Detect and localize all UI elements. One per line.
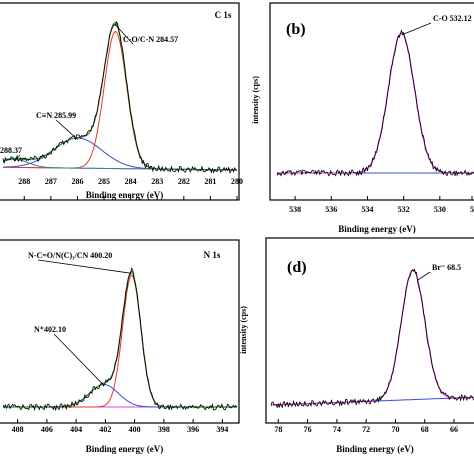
x-tick-label: 400 — [129, 425, 141, 434]
panel-c-n1s: 408 406 404 402 400 398 396 394 Binding energy (… — [2, 250, 238, 454]
x-tick-label: 282 — [178, 177, 190, 186]
x-tick-label: 408 — [12, 425, 24, 434]
component-peak-1 — [3, 137, 237, 171]
x-tick-label: 285 — [98, 177, 110, 186]
annotation-arrow — [53, 333, 105, 386]
x-tick-label: 536 — [325, 205, 337, 214]
x-tick-label: 5 — [470, 205, 474, 214]
panel-b-o1s: 538 536 534 532 530 5 Binding energy (eV) inten… — [251, 14, 474, 234]
peak-annotation: N⁺402.10 — [34, 325, 66, 334]
x-axis-label: Binding energy (eV) — [86, 190, 164, 200]
x-tick-label: 538 — [289, 205, 301, 214]
x-tick-label: 281 — [204, 177, 216, 186]
component-peak-0 — [3, 31, 237, 171]
x-tick-label: 283 — [151, 177, 163, 186]
x-tick-label: 68 — [421, 425, 429, 434]
x-tick-label: 287 — [45, 177, 57, 186]
x-tick-label: 406 — [41, 425, 53, 434]
x-tick-label: 398 — [158, 425, 170, 434]
x-tick-label: 78 — [274, 425, 282, 434]
panel-a-c1s: 288 287 286 285 284 283 282 281 280 Binding energ… — [0, 10, 243, 200]
peak-annotation: C-O 532.12 — [433, 14, 472, 23]
x-axis-label: Binding energy (eV) — [338, 224, 416, 234]
panel-label: (d) — [287, 259, 307, 276]
y-axis-label: intensity (cps) — [251, 76, 260, 124]
raw-data-line — [2, 20, 238, 174]
element-label: C 1s — [215, 10, 232, 20]
annotation-arrow — [401, 22, 432, 36]
panel-c-frame — [0, 239, 240, 424]
annotation-arrow — [115, 24, 134, 45]
x-tick-label: 396 — [187, 425, 199, 434]
x-tick-label: 532 — [398, 205, 410, 214]
peak-annotation: C≡N 285.99 — [36, 111, 76, 120]
annotation-arrow — [37, 259, 132, 274]
component-peak-1 — [3, 384, 237, 408]
peak-annotation: N-C=O/N(C)₃/CN 400.20 — [28, 251, 112, 260]
envelope-fit — [271, 269, 474, 406]
x-tick-label: 288 — [18, 177, 30, 186]
peak-annotation: 288.37 — [0, 146, 22, 155]
x-tick-label: 76 — [304, 425, 312, 434]
x-tick-label: 402 — [99, 425, 111, 434]
annotation-arrow — [55, 119, 78, 140]
x-tick-label: 530 — [434, 205, 446, 214]
x-tick-label: 394 — [216, 425, 228, 434]
raw-data-line — [276, 29, 474, 177]
panel-d-br3d: 78 76 74 72 70 68 66 Binding energy (eV) intensi… — [239, 259, 474, 454]
annotation-arrow — [417, 271, 431, 281]
x-tick-label: 66 — [450, 425, 458, 434]
peak-annotation: Br⁻ 68.5 — [432, 263, 461, 272]
x-tick-label: 74 — [333, 425, 341, 434]
peak-annotation: C-O/C-N 284.57 — [123, 35, 178, 44]
x-tick-label: 534 — [361, 205, 373, 214]
x-axis-label: Binding energy (eV) — [336, 444, 414, 454]
x-tick-label: 280 — [231, 177, 243, 186]
panel-a-frame — [0, 2, 240, 201]
x-tick-label: 286 — [71, 177, 83, 186]
panel-label: (b) — [286, 21, 306, 38]
component-peak-0 — [271, 269, 474, 406]
x-tick-label: 404 — [70, 425, 82, 434]
x-tick-label: 72 — [362, 425, 370, 434]
x-tick-label: 70 — [391, 425, 399, 434]
panel-d-frame — [265, 237, 474, 424]
panel-b-frame — [269, 2, 474, 201]
raw-data-line — [2, 267, 238, 412]
x-axis-label: Binding energy (eV) — [86, 444, 164, 454]
element-label: N 1s — [204, 250, 221, 260]
y-axis-label: intensity (cps) — [239, 306, 248, 354]
annotation-arrow — [14, 154, 21, 161]
x-tick-label: 284 — [125, 177, 137, 186]
raw-data-line — [270, 268, 474, 409]
